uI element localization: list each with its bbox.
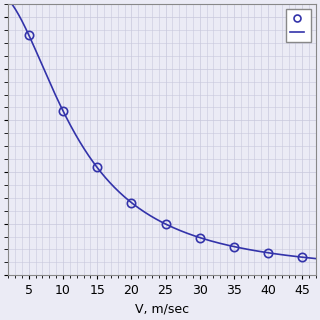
X-axis label: V, m/sec: V, m/sec (135, 303, 189, 316)
Legend: , : , (286, 9, 311, 42)
